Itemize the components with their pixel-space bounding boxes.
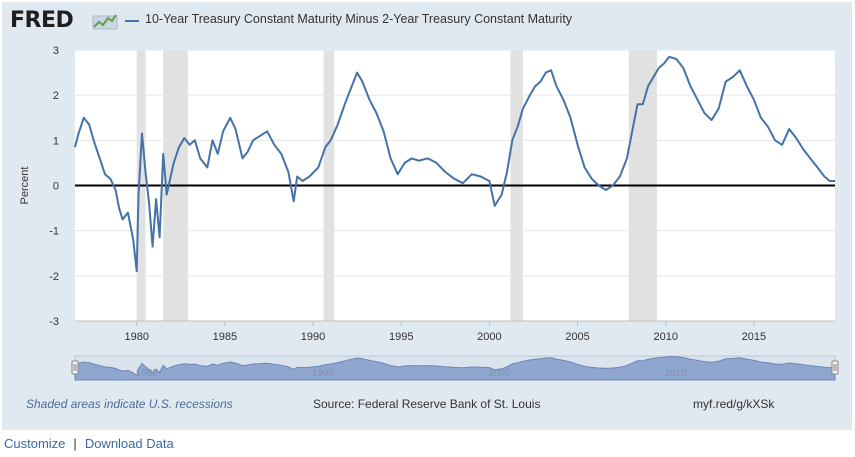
recession-note: Shaded areas indicate U.S. recessions bbox=[26, 397, 233, 411]
fred-logo[interactable]: FRED bbox=[10, 8, 74, 33]
y-axis-label: Percent bbox=[19, 167, 31, 205]
y-tick-label: 3 bbox=[53, 45, 59, 57]
x-tick-label: 1985 bbox=[213, 331, 237, 343]
legend-series-title: 10-Year Treasury Constant Maturity Minus… bbox=[145, 12, 573, 26]
y-tick-label: -3 bbox=[49, 316, 59, 328]
navigator-tick-label: 1990 bbox=[312, 368, 335, 379]
download-data-link[interactable]: Download Data bbox=[84, 436, 174, 451]
x-tick-label: 1980 bbox=[124, 331, 148, 343]
chart-svg: -3 -2 -1 0 1 2 3 Percent 1980 1985 1990 1995 2000 200… bbox=[19, 45, 839, 381]
x-tick-label: 2010 bbox=[653, 331, 677, 343]
navigator-tick-label: 2010 bbox=[665, 368, 688, 379]
x-tick-label: 1995 bbox=[389, 331, 413, 343]
link-separator: | bbox=[73, 436, 77, 451]
source-note: Source: Federal Reserve Bank of St. Loui… bbox=[313, 397, 541, 411]
short-url[interactable]: myf.red/g/kXSk bbox=[693, 397, 775, 411]
x-tick-label: 2000 bbox=[477, 331, 501, 343]
legend-series-swatch bbox=[125, 20, 139, 22]
fred-sparkline-icon bbox=[92, 14, 118, 30]
customize-link[interactable]: Customize bbox=[4, 436, 66, 451]
navigator-left-handle[interactable] bbox=[71, 360, 79, 375]
x-tick-label: 2005 bbox=[565, 331, 589, 343]
x-tick-label: 1990 bbox=[301, 331, 325, 343]
y-tick-label: -2 bbox=[49, 271, 59, 283]
y-tick-label: -1 bbox=[49, 226, 59, 238]
navigator-right-handle[interactable] bbox=[831, 360, 839, 375]
series-line bbox=[74, 55, 835, 273]
navigator-series-area bbox=[74, 356, 836, 381]
y-tick-label: 2 bbox=[53, 90, 59, 102]
y-tick-label: 1 bbox=[53, 135, 59, 147]
x-tick-label: 2015 bbox=[742, 331, 766, 343]
navigator-tick-label: 1980 bbox=[136, 368, 159, 379]
bottom-links: Customize | Download Data bbox=[4, 436, 174, 451]
navigator-tick-label: 2000 bbox=[488, 368, 511, 379]
y-tick-label: 0 bbox=[53, 181, 59, 193]
